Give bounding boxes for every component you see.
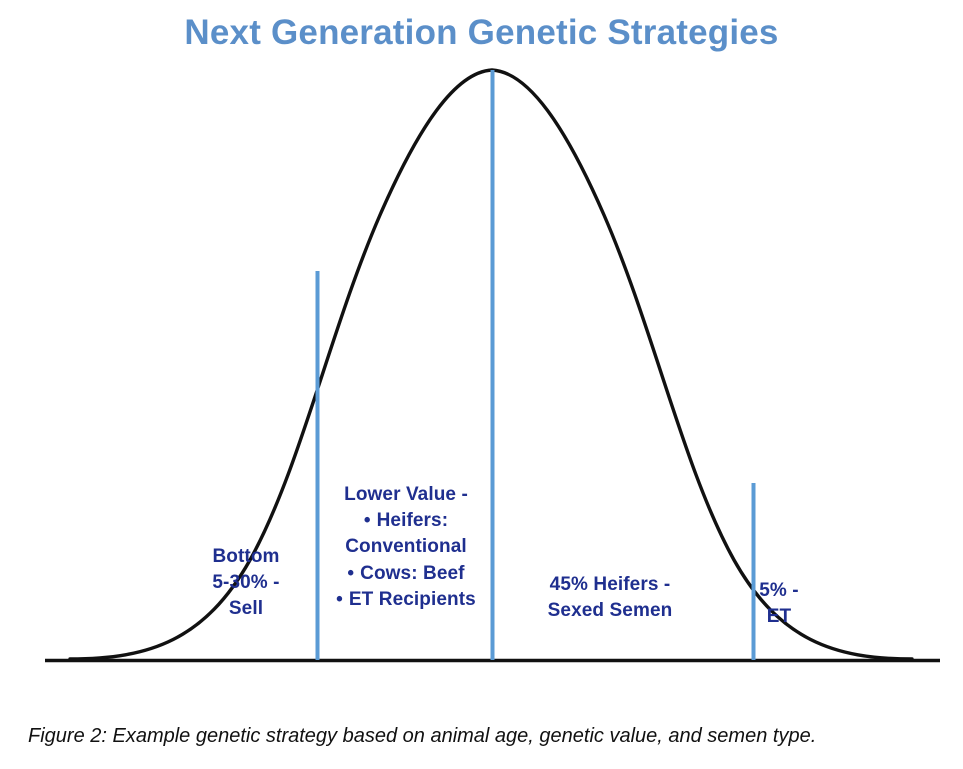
bullet-icon: • bbox=[347, 562, 355, 584]
chart-title: Next Generation Genetic Strategies bbox=[184, 13, 779, 52]
segment-label-embryo-transfer: 5% - ET bbox=[740, 578, 818, 630]
segment-label-bottom-sell-line1: Bottom bbox=[212, 546, 280, 567]
segment-label-bottom-sell-line2: 5-30% - bbox=[212, 572, 280, 594]
segment-label-lower-value-bullet3-text: ET Recipients bbox=[348, 588, 476, 610]
segment-label-bottom-sell: Bottom 5-30% - Sell bbox=[176, 544, 316, 623]
segment-label-embryo-transfer-line2: ET bbox=[766, 606, 792, 628]
bullet-icon: • bbox=[363, 510, 371, 532]
segment-label-lower-value-heading: Lower Value - bbox=[344, 484, 468, 505]
segment-label-lower-value-bullet1: • Heifers: bbox=[320, 508, 492, 534]
segment-label-lower-value-bullet3: • ET Recipients bbox=[320, 587, 492, 613]
segment-label-sexed-semen-line2: Sexed Semen bbox=[547, 600, 673, 622]
segment-label-bottom-sell-line3: Sell bbox=[228, 598, 264, 620]
segment-label-sexed-semen: 45% Heifers - Sexed Semen bbox=[520, 572, 700, 624]
bell-curve-svg bbox=[45, 68, 940, 663]
segment-label-sexed-semen-line1: 45% Heifers - bbox=[549, 574, 671, 595]
segment-label-lower-value-bullet1-cont: Conventional bbox=[345, 536, 467, 558]
segment-label-lower-value: Lower Value - • Heifers: Conventional • Co… bbox=[320, 482, 492, 613]
figure-caption: Figure 2: Example genetic strategy based… bbox=[28, 725, 817, 747]
bell-curve-plot bbox=[45, 68, 940, 663]
bullet-icon: • bbox=[336, 588, 343, 610]
segment-label-lower-value-bullet1-text: Heifers: bbox=[376, 510, 449, 532]
segment-label-lower-value-bullet2-text: Cows: Beef bbox=[360, 562, 465, 584]
segment-label-lower-value-bullet2: • Cows: Beef bbox=[320, 561, 492, 587]
segment-label-embryo-transfer-line1: 5% - bbox=[759, 580, 799, 601]
